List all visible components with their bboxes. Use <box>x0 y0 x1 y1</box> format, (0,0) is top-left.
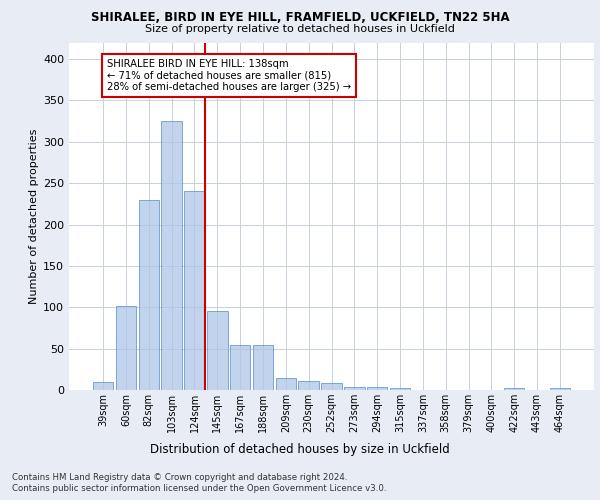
Bar <box>253 346 273 390</box>
Bar <box>298 381 319 390</box>
Bar <box>550 388 570 390</box>
Text: Contains HM Land Registry data © Crown copyright and database right 2024.: Contains HM Land Registry data © Crown c… <box>12 472 347 482</box>
Text: SHIRALEE, BIRD IN EYE HILL, FRAMFIELD, UCKFIELD, TN22 5HA: SHIRALEE, BIRD IN EYE HILL, FRAMFIELD, U… <box>91 11 509 24</box>
Text: SHIRALEE BIRD IN EYE HILL: 138sqm
← 71% of detached houses are smaller (815)
28%: SHIRALEE BIRD IN EYE HILL: 138sqm ← 71% … <box>107 59 350 92</box>
Bar <box>344 386 365 390</box>
Text: Distribution of detached houses by size in Uckfield: Distribution of detached houses by size … <box>150 442 450 456</box>
Bar <box>230 346 250 390</box>
Bar <box>139 200 159 390</box>
Bar <box>390 388 410 390</box>
Y-axis label: Number of detached properties: Number of detached properties <box>29 128 39 304</box>
Bar <box>161 121 182 390</box>
Bar <box>93 382 113 390</box>
Bar <box>367 386 388 390</box>
Text: Contains public sector information licensed under the Open Government Licence v3: Contains public sector information licen… <box>12 484 386 493</box>
Bar <box>184 192 205 390</box>
Text: Size of property relative to detached houses in Uckfield: Size of property relative to detached ho… <box>145 24 455 34</box>
Bar <box>116 306 136 390</box>
Bar <box>207 310 227 390</box>
Bar <box>275 378 296 390</box>
Bar <box>504 388 524 390</box>
Bar <box>321 384 342 390</box>
